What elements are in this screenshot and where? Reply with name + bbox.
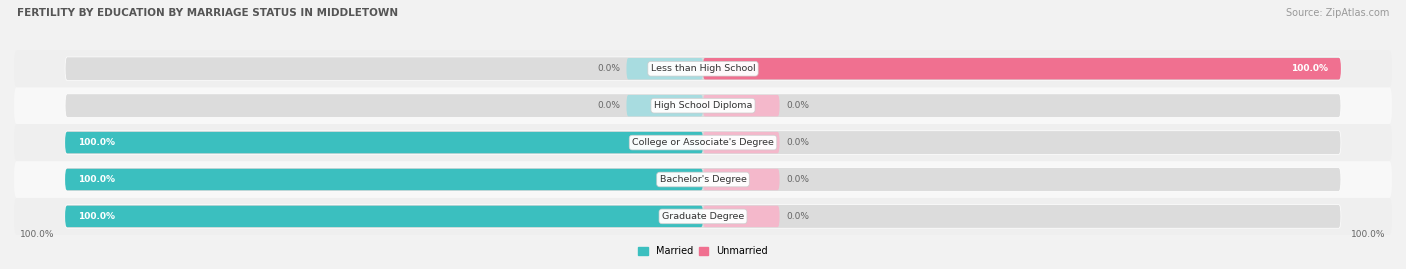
Text: 100.0%: 100.0% bbox=[77, 212, 115, 221]
FancyBboxPatch shape bbox=[627, 95, 703, 116]
FancyBboxPatch shape bbox=[65, 131, 1341, 154]
Text: 0.0%: 0.0% bbox=[598, 64, 620, 73]
Text: 0.0%: 0.0% bbox=[786, 138, 808, 147]
Text: 100.0%: 100.0% bbox=[77, 175, 115, 184]
FancyBboxPatch shape bbox=[14, 198, 1392, 235]
FancyBboxPatch shape bbox=[65, 205, 1341, 228]
Text: 100.0%: 100.0% bbox=[21, 230, 55, 239]
FancyBboxPatch shape bbox=[703, 58, 1341, 79]
FancyBboxPatch shape bbox=[65, 57, 1341, 80]
Text: High School Diploma: High School Diploma bbox=[654, 101, 752, 110]
Text: 0.0%: 0.0% bbox=[786, 175, 808, 184]
FancyBboxPatch shape bbox=[65, 169, 703, 190]
FancyBboxPatch shape bbox=[627, 58, 703, 79]
Text: College or Associate's Degree: College or Associate's Degree bbox=[633, 138, 773, 147]
FancyBboxPatch shape bbox=[14, 161, 1392, 198]
Text: FERTILITY BY EDUCATION BY MARRIAGE STATUS IN MIDDLETOWN: FERTILITY BY EDUCATION BY MARRIAGE STATU… bbox=[17, 8, 398, 18]
Text: 100.0%: 100.0% bbox=[77, 138, 115, 147]
FancyBboxPatch shape bbox=[14, 124, 1392, 161]
FancyBboxPatch shape bbox=[65, 168, 1341, 191]
Text: 0.0%: 0.0% bbox=[786, 101, 808, 110]
FancyBboxPatch shape bbox=[65, 206, 703, 227]
FancyBboxPatch shape bbox=[14, 87, 1392, 124]
Text: Graduate Degree: Graduate Degree bbox=[662, 212, 744, 221]
FancyBboxPatch shape bbox=[703, 132, 779, 153]
Text: Source: ZipAtlas.com: Source: ZipAtlas.com bbox=[1285, 8, 1389, 18]
Text: 0.0%: 0.0% bbox=[598, 101, 620, 110]
Text: Bachelor's Degree: Bachelor's Degree bbox=[659, 175, 747, 184]
FancyBboxPatch shape bbox=[703, 95, 779, 116]
Legend: Married, Unmarried: Married, Unmarried bbox=[634, 242, 772, 260]
FancyBboxPatch shape bbox=[65, 94, 1341, 118]
Text: 0.0%: 0.0% bbox=[786, 212, 808, 221]
Text: 100.0%: 100.0% bbox=[1351, 230, 1385, 239]
FancyBboxPatch shape bbox=[14, 50, 1392, 87]
Text: 100.0%: 100.0% bbox=[1291, 64, 1329, 73]
FancyBboxPatch shape bbox=[703, 169, 779, 190]
FancyBboxPatch shape bbox=[703, 206, 779, 227]
Text: Less than High School: Less than High School bbox=[651, 64, 755, 73]
FancyBboxPatch shape bbox=[65, 132, 703, 153]
